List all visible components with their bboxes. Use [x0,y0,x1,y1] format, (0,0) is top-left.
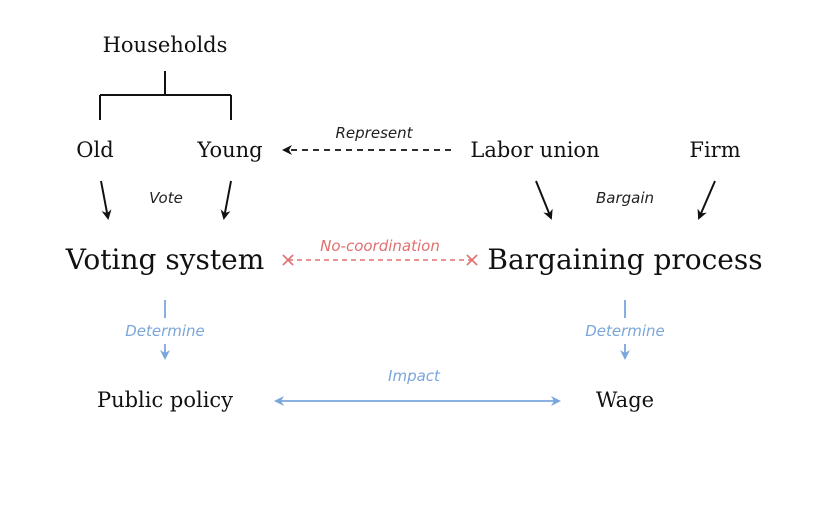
vote-label: Vote [149,189,183,207]
union-bargain-arrow [535,180,553,220]
firm-bargain-arrow [697,180,716,220]
old-vote-arrow [100,180,112,220]
no-coordination-label: No-coordination [320,237,440,255]
young-node: Young [197,138,263,162]
bargaining-process-node: Bargaining process [487,243,763,276]
voting-system-node: Voting system [65,243,265,276]
old-node: Old [76,138,114,162]
households-node: Households [102,33,228,57]
no-coordination-link [282,254,478,266]
public-policy-node: Public policy [96,388,234,412]
firm-node: Firm [689,138,741,162]
determine-right-label: Determine [585,322,665,340]
labor-union-node: Labor union [470,138,600,162]
represent-label: Represent [335,124,413,142]
households-bracket [99,71,232,120]
bargain-label: Bargain [595,189,655,207]
impact-label: Impact [388,367,440,385]
young-vote-arrow [220,180,232,220]
wage-node: Wage [595,388,655,412]
determine-left-label: Determine [125,322,205,340]
